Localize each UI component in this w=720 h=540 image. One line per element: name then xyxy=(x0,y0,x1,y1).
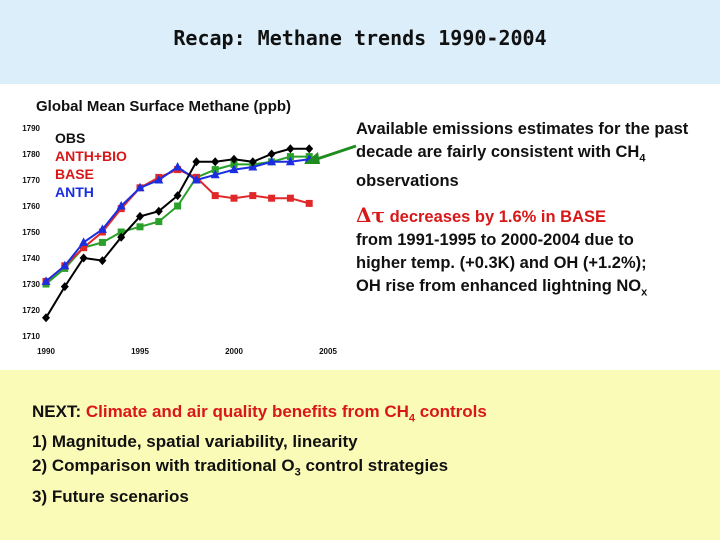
next-steps-body: NEXT: Climate and air quality benefits f… xyxy=(32,400,487,509)
next-item-3: 3) Future scenarios xyxy=(32,485,487,509)
data-point xyxy=(174,202,182,210)
next-sub: 4 xyxy=(408,412,416,425)
next-item-2: 2) Comparison with traditional O3 contro… xyxy=(32,454,487,484)
data-point xyxy=(211,157,220,167)
item-text: Comparison with traditional O xyxy=(51,456,295,476)
o3-sub: 3 xyxy=(294,466,301,479)
nox-sub: x xyxy=(641,286,648,299)
x-tick-label: 1995 xyxy=(131,347,149,356)
delta-statement: Δτ decreases by 1.6% in BASE from 1991-1… xyxy=(356,204,716,304)
next-end: controls xyxy=(415,402,487,421)
data-point xyxy=(211,166,219,174)
data-point xyxy=(136,223,144,231)
title-band xyxy=(0,0,720,84)
y-tick-label: 1770 xyxy=(22,176,40,185)
data-point xyxy=(305,144,314,154)
legend-entry: ANTH xyxy=(55,184,94,200)
data-point xyxy=(136,211,144,221)
x-tick-label: 1990 xyxy=(37,347,55,356)
data-point xyxy=(267,149,276,159)
y-tick-label: 1710 xyxy=(22,332,40,341)
y-tick-label: 1780 xyxy=(22,150,40,159)
y-tick-label: 1740 xyxy=(22,254,40,263)
data-point xyxy=(268,194,276,202)
arrow-shaft xyxy=(313,144,357,162)
methane-chart: 1710 1720 1730 1740 1750 1760 1770 1780 1790 1990… xyxy=(22,124,337,356)
data-point xyxy=(191,175,201,184)
data-point xyxy=(173,191,182,201)
data-point xyxy=(173,162,183,171)
delta-line-2: higher temp. (+0.3K) and OH (+1.2%); xyxy=(356,254,647,272)
data-point xyxy=(154,175,164,184)
data-point xyxy=(286,144,295,154)
y-tick-label: 1720 xyxy=(22,306,40,315)
data-point xyxy=(267,156,277,166)
data-point xyxy=(210,169,220,179)
y-tick-label: 1760 xyxy=(22,202,40,211)
emissions-end: observations xyxy=(356,172,459,191)
data-point xyxy=(98,256,107,266)
data-point xyxy=(286,153,294,161)
data-point xyxy=(286,194,294,202)
data-point xyxy=(79,253,88,263)
delta-tau-symbol: Δτ xyxy=(356,203,385,227)
data-point xyxy=(285,156,295,166)
chart-title: Global Mean Surface Methane (ppb) xyxy=(36,98,292,115)
data-point xyxy=(192,157,201,167)
item-number: 3) xyxy=(32,486,48,506)
data-point xyxy=(42,313,50,323)
next-steps-panel: NEXT: Climate and air quality benefits f… xyxy=(0,370,720,540)
y-tick-label: 1730 xyxy=(22,280,40,289)
emissions-sub: 4 xyxy=(639,152,646,165)
legend-entry: ANTH+BIO xyxy=(55,148,127,164)
next-label: NEXT: xyxy=(32,402,82,421)
data-point xyxy=(230,194,238,202)
delta-line-1: from 1991-1995 to 2000-2004 due to xyxy=(356,231,634,249)
data-point xyxy=(154,206,163,216)
data-point xyxy=(79,237,89,246)
delta-line-3: OH rise from enhanced lightning NO xyxy=(356,277,642,295)
data-point xyxy=(98,238,106,246)
data-point xyxy=(249,192,257,200)
data-point xyxy=(97,224,107,233)
data-point xyxy=(60,260,70,270)
data-point xyxy=(248,157,257,167)
data-point xyxy=(116,201,126,210)
emissions-statement: Available emissions estimates for the pa… xyxy=(356,118,706,193)
y-tick-label: 1750 xyxy=(22,228,40,237)
x-tick-label: 2000 xyxy=(225,347,243,356)
pointer-arrow xyxy=(304,144,357,164)
data-point xyxy=(117,228,125,236)
item-text: Magnitude, spatial variability, linearit… xyxy=(51,432,358,452)
data-point xyxy=(41,276,51,285)
data-point xyxy=(229,164,239,174)
item-text-end: control strategies xyxy=(300,456,449,476)
data-point xyxy=(230,154,238,164)
next-item-1: 1) Magnitude, spatial variability, linea… xyxy=(32,430,487,454)
legend-entry: BASE xyxy=(55,166,94,182)
data-point xyxy=(135,182,145,192)
arrow-head xyxy=(304,152,320,164)
item-number: 1) xyxy=(32,432,48,452)
data-point xyxy=(155,218,163,226)
emissions-text: Available emissions estimates for the pa… xyxy=(356,120,689,161)
x-tick-label: 2005 xyxy=(319,347,337,356)
next-text: Climate and air quality benefits from CH xyxy=(81,402,409,421)
delta-text: decreases by 1.6% in BASE xyxy=(384,208,607,226)
data-point xyxy=(60,282,69,292)
data-point xyxy=(305,199,313,207)
next-heading: NEXT: Climate and air quality benefits f… xyxy=(32,400,487,430)
data-point xyxy=(80,244,88,252)
legend-entry: OBS xyxy=(55,130,85,146)
data-point xyxy=(211,192,219,200)
y-tick-label: 1790 xyxy=(22,124,40,133)
data-point xyxy=(230,160,238,168)
item-text: Future scenarios xyxy=(51,486,189,506)
item-number: 2) xyxy=(32,456,48,476)
page-title: Recap: Methane trends 1990-2004 xyxy=(173,26,547,50)
data-point xyxy=(117,232,126,242)
